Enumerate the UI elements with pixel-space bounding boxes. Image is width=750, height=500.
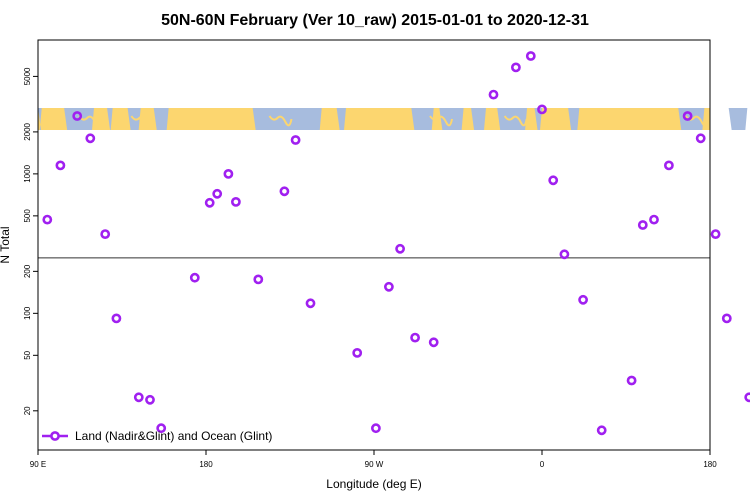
data-point [383, 281, 394, 292]
data-point [111, 313, 122, 324]
y-tick-label: 50 [23, 350, 32, 359]
data-points [42, 51, 750, 436]
x-tick-label: 90 E [30, 460, 46, 469]
data-point [230, 196, 241, 207]
data-point [290, 135, 301, 145]
y-axis-label: N Total [0, 226, 12, 263]
x-tick-label: 90 W [365, 460, 384, 469]
data-point [189, 272, 200, 283]
data-point [559, 249, 570, 260]
data-point [55, 160, 66, 171]
map-ocean-region [107, 108, 113, 130]
data-point [626, 375, 637, 386]
x-tick-label: 180 [199, 460, 213, 469]
data-point [370, 423, 381, 434]
data-point [525, 51, 536, 61]
legend-entry-label: Land (Nadir&Glint) and Ocean (Glint) [75, 429, 272, 443]
data-point [253, 274, 264, 285]
map-coastline [429, 115, 453, 127]
x-axis: 90 E 180 90 W 0 180 [30, 450, 717, 469]
data-point [85, 133, 96, 144]
data-point [649, 214, 659, 225]
plot-frame [37, 39, 711, 451]
y-tick-label: 5000 [23, 67, 32, 85]
data-point [133, 392, 144, 403]
chart-title: 50N-60N February (Ver 10_raw) 2015-01-01… [161, 12, 589, 29]
map-coastline [78, 115, 103, 127]
world-map-band [38, 108, 748, 130]
y-tick-label: 100 [23, 306, 32, 320]
data-point [578, 294, 588, 305]
data-point [352, 347, 363, 358]
legend-marker [50, 431, 60, 441]
map-ocean-region [336, 108, 346, 130]
data-point [710, 229, 721, 239]
data-point [223, 168, 234, 179]
data-point [637, 220, 648, 230]
map-ocean-region [252, 108, 322, 130]
data-point [410, 332, 420, 343]
x-tick-label: 0 [540, 460, 545, 469]
y-tick-label: 2000 [23, 122, 32, 140]
data-point [721, 313, 732, 324]
data-point [537, 104, 547, 115]
data-point [100, 229, 111, 239]
map-ocean-region [38, 108, 42, 130]
data-point [596, 425, 607, 436]
y-tick-label: 200 [23, 264, 32, 278]
data-point [682, 111, 693, 121]
x-axis-label: Longitude (deg E) [326, 477, 421, 491]
data-point [428, 337, 439, 348]
y-tick-label: 500 [23, 209, 32, 223]
data-point [72, 111, 83, 121]
data-point [145, 394, 155, 405]
map-ocean-region [153, 108, 169, 130]
data-point [744, 392, 750, 403]
data-point [395, 243, 405, 254]
data-point [511, 62, 521, 73]
map-ocean-region [568, 108, 580, 130]
data-point [664, 160, 674, 171]
data-point [548, 175, 559, 186]
legend: Land (Nadir&Glint) and Ocean (Glint) [42, 429, 272, 443]
y-tick-label: 1000 [23, 164, 32, 182]
data-point [279, 186, 290, 197]
x-tick-label: 180 [703, 460, 717, 469]
data-point [212, 188, 223, 199]
map-ocean-region [471, 108, 486, 130]
map-ocean-region [728, 108, 748, 130]
data-point [305, 298, 316, 309]
data-point [204, 197, 215, 208]
data-point [156, 423, 167, 434]
y-axis: 20 50 100 200 500 1000 2000 5000 [23, 67, 38, 415]
map-coastline [268, 115, 293, 127]
map-ocean-region [411, 108, 434, 130]
data-point [42, 214, 53, 225]
y-tick-label: 20 [23, 406, 32, 415]
data-point [488, 89, 499, 100]
map-coastline [503, 115, 528, 127]
map-coastline [130, 115, 155, 127]
data-point [695, 133, 706, 144]
